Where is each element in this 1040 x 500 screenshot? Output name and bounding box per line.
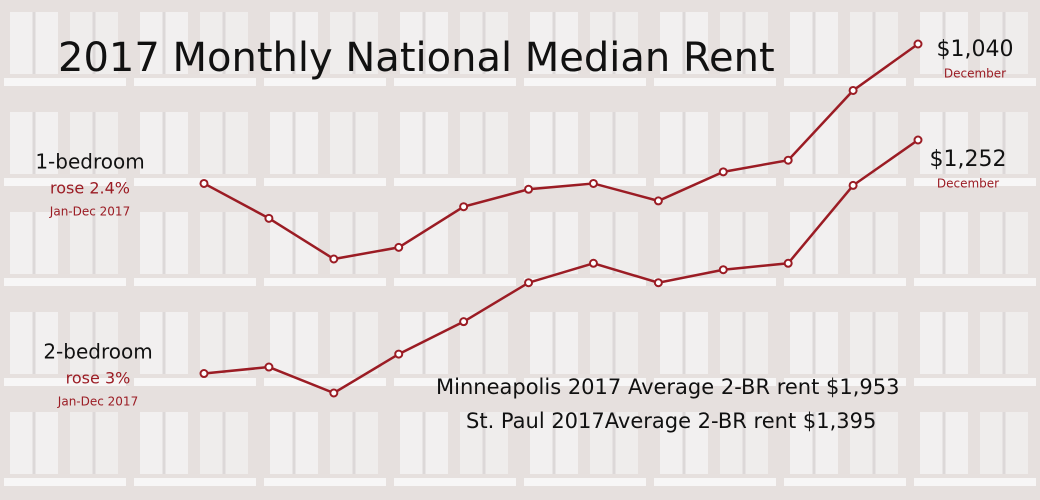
data-point (199, 369, 209, 379)
series-line (203, 42, 919, 261)
series-change: rose 3% (66, 369, 131, 388)
data-point (848, 180, 858, 190)
data-point (783, 258, 793, 268)
series-period: Jan-Dec 2017 (57, 395, 138, 409)
data-point (588, 258, 598, 268)
end-note: December (944, 67, 1006, 81)
data-point (394, 349, 404, 359)
annotation: St. Paul 2017Average 2-BR rent $1,395 (466, 409, 876, 433)
legend-label: 2-bedroom (43, 340, 152, 364)
data-point (524, 184, 534, 194)
annotation: Minneapolis 2017 Average 2-BR rent $1,95… (436, 375, 900, 399)
data-point (329, 254, 339, 264)
series-change: rose 2.4% (50, 179, 130, 198)
data-point (913, 39, 923, 49)
series-line (203, 138, 919, 395)
data-point (264, 213, 274, 223)
data-point (783, 155, 793, 165)
data-point (524, 278, 534, 288)
chart-title: 2017 Monthly National Median Rent (58, 35, 775, 81)
data-point (459, 202, 469, 212)
value-label: $1,040 (937, 37, 1014, 62)
end-note: December (937, 177, 999, 191)
data-point (848, 85, 858, 95)
series-period: Jan-Dec 2017 (49, 205, 130, 219)
legend-label: 1-bedroom (35, 150, 144, 174)
data-point (394, 242, 404, 252)
value-label: $1,252 (930, 147, 1007, 172)
data-point (718, 265, 728, 275)
data-point (459, 317, 469, 327)
data-point (913, 135, 923, 145)
data-point (653, 278, 663, 288)
data-point (264, 362, 274, 372)
data-point (199, 178, 209, 188)
data-point (588, 178, 598, 188)
data-point (329, 388, 339, 398)
data-point (653, 196, 663, 206)
data-point (718, 167, 728, 177)
